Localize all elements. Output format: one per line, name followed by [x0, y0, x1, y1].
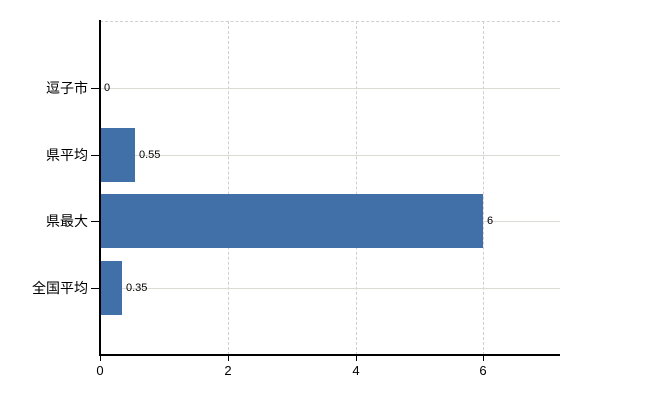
x-axis-line: [99, 354, 560, 356]
x-tick-label: 4: [352, 363, 360, 378]
v-gridline: [228, 21, 229, 355]
x-tick-mark: [483, 355, 484, 361]
bar-value-label: 0.35: [126, 282, 148, 294]
x-tick-label: 6: [479, 363, 487, 378]
x-tick-mark: [100, 355, 101, 361]
v-gridline: [483, 21, 484, 355]
bar-value-label: 6: [487, 215, 494, 227]
category-label: 県平均: [46, 147, 88, 163]
y-tick-mark: [91, 88, 100, 89]
bar: [100, 128, 135, 182]
x-tick-label: 2: [224, 363, 232, 378]
y-axis-line: [99, 20, 101, 355]
h-gridline: [100, 155, 560, 156]
x-tick-label: 0: [96, 363, 104, 378]
h-gridline: [100, 288, 560, 289]
y-tick-mark: [91, 288, 100, 289]
v-gridline: [356, 21, 357, 355]
x-tick-mark: [228, 355, 229, 361]
bar-value-label: 0.55: [139, 149, 161, 161]
y-tick-mark: [91, 155, 100, 156]
y-tick-mark: [91, 221, 100, 222]
category-label: 全国平均: [32, 280, 88, 296]
bar-value-label: 0: [104, 82, 111, 94]
h-gridline: [100, 88, 560, 89]
category-label: 県最大: [46, 213, 88, 229]
bar: [100, 261, 122, 315]
plot-top-border: [100, 21, 560, 22]
bar: [100, 194, 483, 248]
x-tick-mark: [356, 355, 357, 361]
category-label: 逗子市: [46, 80, 88, 96]
